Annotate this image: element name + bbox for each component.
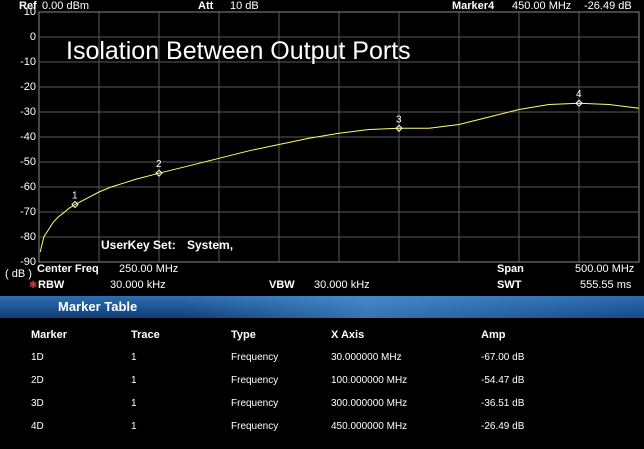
center-freq-value[interactable]: 250.00 MHz — [119, 263, 179, 275]
y-tick-label: 0 — [29, 31, 36, 43]
y-tick-label: -60 — [20, 181, 36, 193]
y-tick-label: -70 — [20, 206, 36, 218]
rbw-label: RBW — [38, 279, 65, 291]
y-tick-label: -30 — [20, 106, 36, 118]
cell-marker: 2D — [31, 375, 44, 386]
column-header-x-axis: X Axis — [331, 329, 365, 341]
trace-1-line — [39, 102, 640, 253]
cell-marker: 1D — [31, 352, 44, 363]
y-tick-label: -40 — [20, 131, 36, 143]
y-tick-label: -20 — [20, 81, 36, 93]
cell-trace: 1 — [131, 375, 137, 386]
cell-trace: 1 — [131, 352, 137, 363]
y-tick-label: -10 — [20, 56, 36, 68]
vbw-value[interactable]: 30.000 kHz — [314, 279, 370, 291]
marker-table-title: Marker Table — [58, 299, 138, 314]
ref-value: 0.00 dBm — [42, 0, 90, 12]
swt-label: SWT — [497, 279, 522, 291]
column-header-amp: Amp — [481, 329, 506, 341]
marker-table-header-bar — [0, 296, 644, 318]
marker-3-point[interactable] — [395, 124, 403, 132]
userkey-label: UserKey Set: — [101, 238, 176, 252]
marker-amp: -26.49 dB — [584, 0, 632, 12]
unit-label: ( dB ) — [5, 268, 32, 280]
marker-2-point[interactable] — [155, 169, 163, 177]
span-label: Span — [497, 263, 524, 275]
cell-type: Frequency — [231, 398, 279, 409]
swt-value[interactable]: 555.55 ms — [580, 279, 632, 291]
marker-4-point[interactable] — [575, 99, 583, 107]
cell-amp: -26.49 dB — [481, 421, 525, 432]
cell-amp: -36.51 dB — [481, 398, 525, 409]
vbw-label: VBW — [269, 279, 295, 291]
cell-amp: -67.00 dB — [481, 352, 525, 363]
y-tick-label: -50 — [20, 156, 36, 168]
cell-marker: 4D — [31, 421, 44, 432]
spectrum-plot[interactable]: 1 2 3 4 — [0, 0, 644, 296]
marker-1-point[interactable] — [71, 200, 79, 209]
marker-4-label: 4 — [576, 89, 582, 100]
userkey-value: System, — [187, 238, 234, 252]
y-tick-label: -90 — [20, 256, 36, 268]
column-header-type: Type — [231, 329, 256, 341]
y-tick-label: -80 — [20, 231, 36, 243]
ref-label: Ref — [19, 0, 37, 12]
marker-label: Marker4 — [452, 0, 495, 12]
cell-type: Frequency — [231, 352, 279, 363]
marker-3-label: 3 — [396, 114, 402, 125]
cell-trace: 1 — [131, 398, 137, 409]
cell-x-axis: 30.000000 MHz — [331, 352, 402, 363]
cell-x-axis: 450.000000 MHz — [331, 421, 408, 432]
column-header-trace: Trace — [131, 329, 160, 341]
cell-amp: -54.47 dB — [481, 375, 525, 386]
span-value[interactable]: 500.00 MHz — [575, 263, 635, 275]
att-label: Att — [198, 0, 214, 12]
plot-grid — [39, 12, 639, 262]
marker-2-label: 2 — [156, 159, 162, 170]
rbw-value[interactable]: 30.000 kHz — [110, 279, 166, 291]
marker-group: 1 2 3 4 — [71, 89, 583, 209]
att-value: 10 dB — [230, 0, 259, 12]
rbw-star-icon: ✱ — [29, 280, 38, 291]
cell-type: Frequency — [231, 421, 279, 432]
cell-x-axis: 100.000000 MHz — [331, 375, 408, 386]
cell-trace: 1 — [131, 421, 137, 432]
marker-freq: 450.00 MHz — [512, 0, 572, 12]
column-header-marker: Marker — [31, 329, 68, 341]
cell-x-axis: 300.000000 MHz — [331, 398, 408, 409]
marker-1-label: 1 — [72, 191, 78, 202]
cell-type: Frequency — [231, 375, 279, 386]
plot-title: Isolation Between Output Ports — [66, 37, 411, 65]
center-freq-label: Center Freq — [37, 263, 99, 275]
marker-table — [0, 318, 644, 449]
y-tick-label: 10 — [23, 6, 36, 18]
cell-marker: 3D — [31, 398, 44, 409]
